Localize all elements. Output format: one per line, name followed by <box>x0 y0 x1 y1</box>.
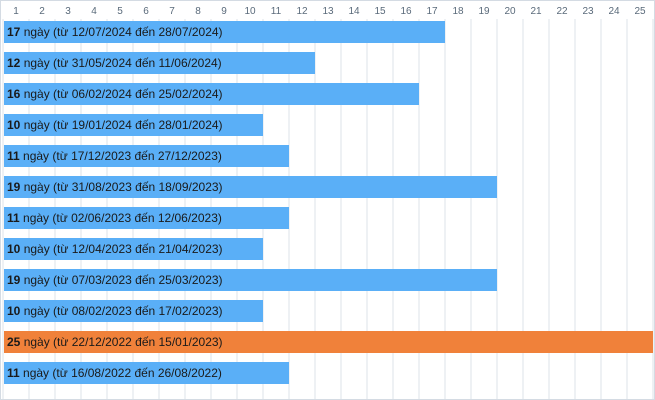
x-tick-label: 11 <box>271 6 282 17</box>
bar <box>4 114 263 136</box>
bar-range-text: ngày (từ 12/04/2023 đến 21/04/2023) <box>20 242 222 256</box>
x-tick-label: 20 <box>504 6 516 17</box>
x-tick-label: 13 <box>322 6 334 17</box>
bar-range-text: ngày (từ 19/01/2024 đến 28/01/2024) <box>20 118 222 132</box>
x-tick-label: 7 <box>169 6 175 17</box>
x-tick-label: 3 <box>65 6 71 17</box>
bar <box>4 21 445 43</box>
x-tick-label: 22 <box>556 6 568 17</box>
bar-label: 10 ngày (từ 19/01/2024 đến 28/01/2024) <box>7 118 223 132</box>
bar <box>4 300 263 322</box>
x-tick-label: 15 <box>374 6 386 17</box>
bar-range-text: ngày (từ 02/06/2023 đến 12/06/2023) <box>20 211 222 225</box>
bar-label: 19 ngày (từ 31/08/2023 đến 18/09/2023) <box>7 180 223 194</box>
bar-label: 16 ngày (từ 06/02/2024 đến 25/02/2024) <box>7 87 223 101</box>
x-tick-label: 14 <box>348 6 360 17</box>
bar-range-text: ngày (từ 22/12/2022 đến 15/01/2023) <box>20 335 222 349</box>
bar-label: 19 ngày (từ 07/03/2023 đến 25/03/2023) <box>7 273 223 287</box>
x-tick-label: 24 <box>608 6 620 17</box>
bar-range-text: ngày (từ 31/05/2024 đến 11/06/2024) <box>20 56 221 70</box>
bar-label: 10 ngày (từ 08/02/2023 đến 17/02/2023) <box>7 304 223 318</box>
x-tick-label: 19 <box>478 6 490 17</box>
bar <box>4 238 263 260</box>
bar-value: 16 <box>7 87 21 101</box>
bar-label: 25 ngày (từ 22/12/2022 đến 15/01/2023) <box>7 335 223 349</box>
bar-range-text: ngày (từ 07/03/2023 đến 25/03/2023) <box>20 273 222 287</box>
bar <box>4 362 289 384</box>
x-tick-label: 21 <box>530 6 542 17</box>
bar <box>4 269 497 291</box>
x-tick-label: 16 <box>400 6 412 17</box>
x-tick-label: 6 <box>143 6 149 17</box>
bar <box>4 207 289 229</box>
bar-value: 11 <box>7 211 20 225</box>
bar-value: 11 <box>7 366 20 380</box>
bar-value: 25 <box>7 335 21 349</box>
x-tick-label: 12 <box>296 6 308 17</box>
bar-label: 11 ngày (từ 17/12/2023 đến 27/12/2023) <box>7 149 222 163</box>
x-tick-label: 18 <box>452 6 464 17</box>
x-tick-label: 2 <box>39 6 45 17</box>
bar-value: 10 <box>7 304 21 318</box>
bar <box>4 176 497 198</box>
bar-value: 19 <box>7 180 21 194</box>
bar-range-text: ngày (từ 06/02/2024 đến 25/02/2024) <box>20 87 222 101</box>
bar-label: 10 ngày (từ 12/04/2023 đến 21/04/2023) <box>7 242 223 256</box>
x-tick-label: 8 <box>195 6 201 17</box>
bar <box>4 145 289 167</box>
x-tick-label: 17 <box>426 6 438 17</box>
x-tick-label: 4 <box>91 6 97 17</box>
bar-value: 10 <box>7 242 21 256</box>
bar <box>4 331 653 353</box>
bar-range-text: ngày (từ 08/02/2023 đến 17/02/2023) <box>20 304 222 318</box>
bar-value: 12 <box>7 56 21 70</box>
x-tick-label: 5 <box>117 6 123 17</box>
bar-value: 10 <box>7 118 21 132</box>
x-tick-label: 23 <box>582 6 594 17</box>
bar-value: 11 <box>7 149 20 163</box>
bar-value: 19 <box>7 273 21 287</box>
bar-range-text: ngày (từ 17/12/2023 đến 27/12/2023) <box>20 149 222 163</box>
x-tick-label: 9 <box>221 6 227 17</box>
bar-value: 17 <box>7 25 21 39</box>
bar <box>4 52 315 74</box>
bar <box>4 83 419 105</box>
bar-range-text: ngày (từ 12/07/2024 đến 28/07/2024) <box>20 25 222 39</box>
x-tick-label: 1 <box>13 6 19 17</box>
bar-range-text: ngày (từ 31/08/2023 đến 18/09/2023) <box>20 180 222 194</box>
bar-label: 11 ngày (từ 02/06/2023 đến 12/06/2023) <box>7 211 222 225</box>
bar-range-text: ngày (từ 16/08/2022 đến 26/08/2022) <box>20 366 222 380</box>
bar-label: 11 ngày (từ 16/08/2022 đến 26/08/2022) <box>7 366 222 380</box>
bar-label: 12 ngày (từ 31/05/2024 đến 11/06/2024) <box>7 56 222 70</box>
x-tick-label: 25 <box>634 6 646 17</box>
bar-label: 17 ngày (từ 12/07/2024 đến 28/07/2024) <box>7 25 223 39</box>
x-tick-label: 10 <box>244 6 256 17</box>
